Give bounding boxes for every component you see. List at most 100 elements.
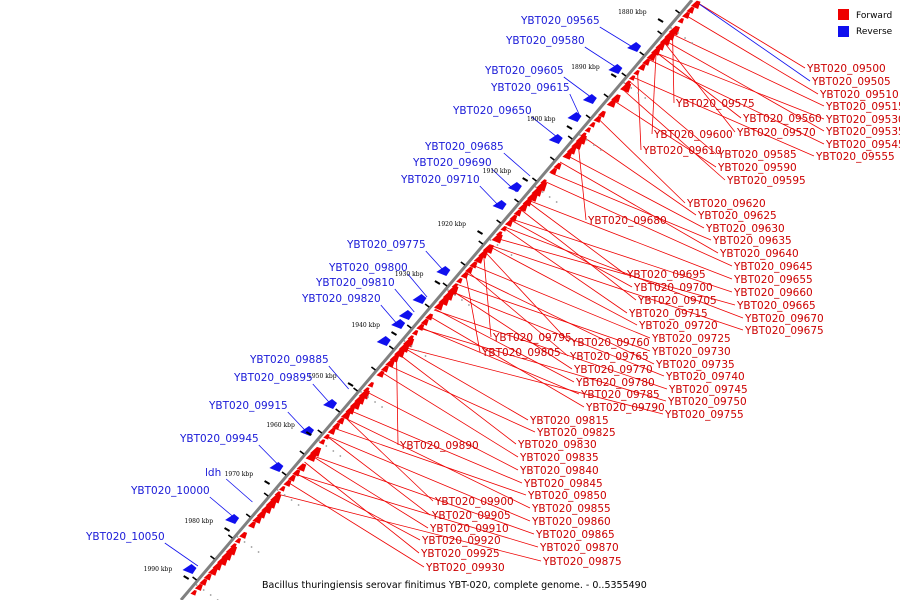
forward-gene-arrow[interactable] bbox=[318, 439, 326, 445]
forward-gene-arrow[interactable] bbox=[341, 411, 351, 420]
forward-gene-label[interactable]: YBT020_09725 bbox=[651, 333, 731, 345]
forward-gene-arrow[interactable] bbox=[234, 538, 242, 544]
reverse-gene-label[interactable]: YBT020_09915 bbox=[208, 400, 288, 412]
forward-gene-label[interactable]: YBT020_09815 bbox=[529, 415, 609, 427]
forward-gene-arrow[interactable] bbox=[465, 266, 474, 274]
forward-gene-label[interactable]: YBT020_09835 bbox=[519, 452, 599, 464]
forward-gene-label[interactable]: YBT020_09765 bbox=[569, 351, 649, 363]
reverse-gene-label[interactable]: YBT020_09690 bbox=[412, 157, 492, 169]
forward-gene-arrow[interactable] bbox=[208, 567, 218, 576]
reverse-gene-label[interactable]: YBT020_09945 bbox=[179, 433, 259, 445]
forward-gene-arrow[interactable] bbox=[380, 365, 389, 373]
forward-gene-arrow[interactable] bbox=[589, 122, 596, 128]
forward-gene-label[interactable]: YBT020_09700 bbox=[633, 282, 713, 294]
reverse-gene-arrow[interactable] bbox=[627, 42, 642, 52]
forward-gene-label[interactable]: YBT020_09790 bbox=[585, 402, 665, 414]
forward-gene-arrow[interactable] bbox=[682, 11, 691, 19]
reverse-gene-arrow[interactable] bbox=[398, 310, 413, 320]
forward-gene-arrow[interactable] bbox=[509, 214, 518, 222]
reverse-gene-label[interactable]: YBT020_09615 bbox=[490, 82, 570, 94]
forward-gene-label[interactable]: YBT020_09680 bbox=[587, 215, 667, 227]
forward-gene-label[interactable]: YBT020_09500 bbox=[806, 63, 886, 75]
forward-gene-label[interactable]: YBT020_09655 bbox=[733, 274, 813, 286]
forward-gene-label[interactable]: YBT020_09720 bbox=[638, 320, 718, 332]
forward-gene-arrow[interactable] bbox=[336, 417, 345, 425]
forward-gene-arrow[interactable] bbox=[327, 427, 336, 435]
forward-gene-arrow[interactable] bbox=[376, 370, 385, 378]
forward-gene-label[interactable]: YBT020_09545 bbox=[825, 139, 900, 151]
forward-gene-arrow[interactable] bbox=[469, 261, 478, 269]
forward-gene-label[interactable]: YBT020_09735 bbox=[655, 359, 735, 371]
forward-gene-arrow[interactable] bbox=[677, 18, 685, 24]
reverse-gene-label[interactable]: YBT020_09580 bbox=[505, 35, 585, 47]
forward-gene-label[interactable]: YBT020_09780 bbox=[575, 377, 655, 389]
forward-gene-label[interactable]: YBT020_09645 bbox=[733, 261, 813, 273]
reverse-gene-arrow[interactable] bbox=[436, 266, 451, 276]
forward-gene-label[interactable]: YBT020_09805 bbox=[481, 347, 561, 359]
forward-gene-label[interactable]: YBT020_09530 bbox=[825, 114, 900, 126]
forward-gene-arrow[interactable] bbox=[425, 313, 434, 321]
forward-gene-label[interactable]: YBT020_09510 bbox=[819, 89, 899, 101]
reverse-gene-arrow[interactable] bbox=[269, 462, 284, 472]
reverse-gene-label[interactable]: YBT020_09650 bbox=[452, 105, 532, 117]
forward-gene-arrow[interactable] bbox=[518, 203, 528, 212]
forward-gene-arrow[interactable] bbox=[460, 271, 469, 279]
forward-gene-arrow[interactable] bbox=[292, 469, 301, 477]
forward-gene-arrow[interactable] bbox=[686, 6, 695, 14]
reverse-gene-arrow[interactable] bbox=[582, 94, 597, 104]
forward-gene-arrow[interactable] bbox=[203, 573, 212, 581]
forward-gene-arrow[interactable] bbox=[549, 167, 558, 175]
forward-gene-arrow[interactable] bbox=[367, 382, 374, 388]
forward-gene-arrow[interactable] bbox=[287, 474, 296, 482]
forward-gene-label[interactable]: YBT020_09515 bbox=[825, 101, 900, 113]
forward-gene-arrow[interactable] bbox=[248, 521, 257, 529]
forward-gene-label[interactable]: YBT020_09925 bbox=[420, 548, 500, 560]
forward-gene-label[interactable]: YBT020_09855 bbox=[531, 503, 611, 515]
forward-gene-label[interactable]: YBT020_09795 bbox=[492, 332, 572, 344]
reverse-gene-label[interactable]: YBT020_09820 bbox=[301, 293, 381, 305]
forward-gene-label[interactable]: YBT020_09635 bbox=[712, 235, 792, 247]
forward-gene-arrow[interactable] bbox=[504, 219, 513, 227]
forward-gene-label[interactable]: YBT020_09600 bbox=[653, 129, 733, 141]
forward-gene-label[interactable]: YBT020_09755 bbox=[664, 409, 744, 421]
forward-gene-arrow[interactable] bbox=[283, 479, 292, 487]
forward-gene-label[interactable]: YBT020_09865 bbox=[535, 529, 615, 541]
forward-gene-arrow[interactable] bbox=[239, 531, 248, 539]
forward-gene-label[interactable]: YBT020_09585 bbox=[717, 149, 797, 161]
reverse-gene-arrow[interactable] bbox=[608, 64, 623, 74]
reverse-gene-label[interactable]: YBT020_10000 bbox=[130, 485, 210, 497]
forward-gene-label[interactable]: YBT020_09570 bbox=[736, 127, 816, 139]
forward-gene-label[interactable]: YBT020_09620 bbox=[686, 198, 766, 210]
forward-gene-arrow[interactable] bbox=[456, 278, 463, 284]
forward-gene-arrow[interactable] bbox=[642, 58, 651, 66]
reverse-gene-label[interactable]: YBT020_09775 bbox=[346, 239, 426, 251]
forward-gene-arrow[interactable] bbox=[620, 82, 632, 93]
forward-gene-label[interactable]: YBT020_09745 bbox=[668, 384, 748, 396]
forward-gene-label[interactable]: YBT020_09705 bbox=[637, 295, 717, 307]
forward-gene-arrow[interactable] bbox=[190, 590, 197, 596]
forward-gene-arrow[interactable] bbox=[199, 578, 208, 586]
forward-gene-arrow[interactable] bbox=[584, 127, 591, 133]
forward-gene-arrow[interactable] bbox=[194, 583, 203, 591]
forward-gene-arrow[interactable] bbox=[500, 226, 507, 232]
forward-gene-arrow[interactable] bbox=[593, 115, 602, 123]
forward-gene-label[interactable]: YBT020_09665 bbox=[736, 300, 816, 312]
forward-gene-label[interactable]: YBT020_09930 bbox=[425, 562, 505, 574]
reverse-gene-label[interactable]: YBT020_09685 bbox=[424, 141, 504, 153]
reverse-gene-arrow[interactable] bbox=[492, 200, 507, 210]
forward-gene-label[interactable]: YBT020_09590 bbox=[717, 162, 797, 174]
forward-gene-label[interactable]: YBT020_09695 bbox=[626, 269, 706, 281]
forward-gene-label[interactable]: YBT020_09770 bbox=[573, 364, 653, 376]
forward-gene-arrow[interactable] bbox=[296, 463, 307, 472]
forward-gene-label[interactable]: YBT020_09760 bbox=[570, 337, 650, 349]
forward-gene-label[interactable]: YBT020_09875 bbox=[542, 556, 622, 568]
forward-gene-label[interactable]: YBT020_09920 bbox=[421, 535, 501, 547]
forward-gene-label[interactable]: YBT020_09910 bbox=[429, 523, 509, 535]
forward-gene-arrow[interactable] bbox=[420, 318, 429, 326]
reverse-gene-label[interactable]: YBT020_10050 bbox=[85, 531, 165, 543]
forward-gene-label[interactable]: YBT020_09785 bbox=[580, 389, 660, 401]
forward-gene-arrow[interactable] bbox=[473, 255, 484, 264]
forward-gene-arrow[interactable] bbox=[628, 75, 636, 81]
forward-gene-arrow[interactable] bbox=[637, 63, 646, 71]
forward-gene-label[interactable]: YBT020_09675 bbox=[744, 325, 824, 337]
